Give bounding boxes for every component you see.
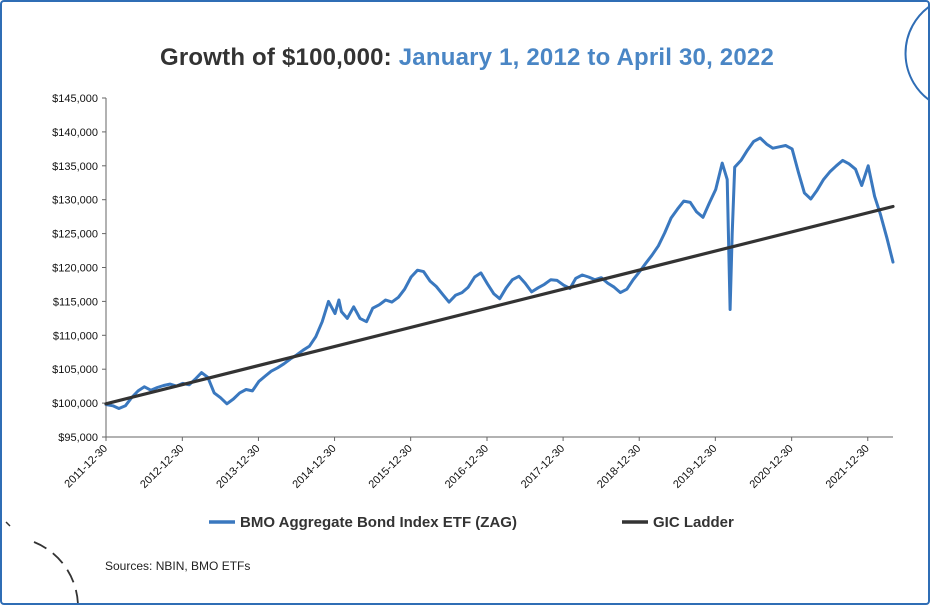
- legend-label-gic: GIC Ladder: [653, 514, 734, 531]
- series-line-zag: [104, 136, 895, 410]
- chart-title-prefix: Growth of $100,000:: [160, 44, 392, 71]
- y-axis-ticks: $95,000 $100,000 $105,000 $110,000 $115,000 $…: [52, 93, 106, 444]
- y-tick-label: $145,000: [52, 93, 98, 105]
- series-line-gic: [104, 204, 895, 406]
- y-tick-label: $100,000: [52, 398, 98, 410]
- y-tick-label: $110,000: [53, 330, 98, 342]
- y-tick-label: $120,000: [52, 263, 98, 275]
- source-note: Sources: NBIN, BMO ETFs: [105, 559, 251, 573]
- corner-mark: [5, 521, 11, 527]
- legend-label-zag: BMO Aggregate Bond Index ETF (ZAG): [240, 514, 517, 531]
- chart-series: [104, 136, 895, 410]
- y-tick-label: $115,000: [53, 296, 98, 308]
- y-tick-label: $130,000: [52, 195, 98, 207]
- y-tick-label: $105,000: [52, 364, 98, 376]
- y-tick-label: $95,000: [58, 432, 98, 444]
- y-tick-label: $125,000: [52, 229, 98, 241]
- corner-arc-top-right: [904, 6, 928, 101]
- corner-arc-bottom-left: [33, 541, 79, 603]
- chart-title-range: January 1, 2012 to April 30, 2022: [398, 44, 774, 71]
- chart-legend: BMO Aggregate Bond Index ETF (ZAG) GIC L…: [209, 514, 734, 531]
- y-tick-label: $140,000: [52, 127, 98, 139]
- chart-title: Growth of $100,000: January 1, 2012 to A…: [2, 44, 928, 72]
- y-tick-label: $135,000: [52, 161, 98, 173]
